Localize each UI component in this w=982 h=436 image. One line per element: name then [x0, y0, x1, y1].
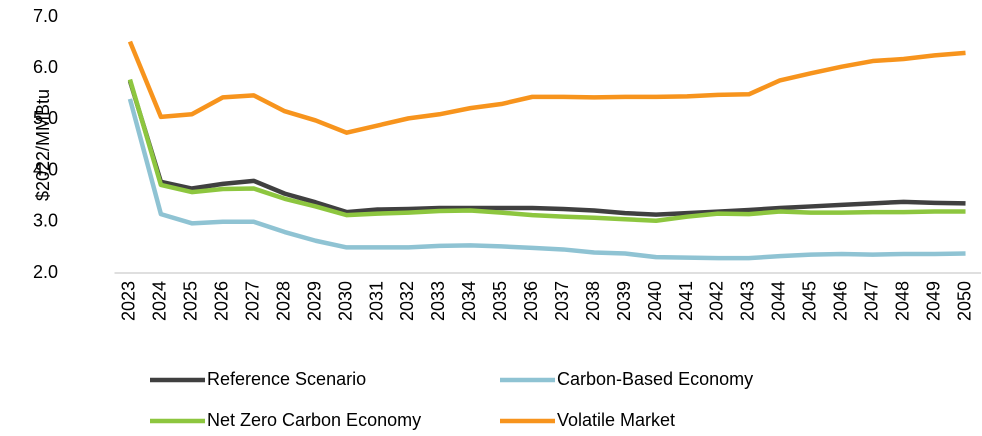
y-axis-label: $2022/MMBtu — [33, 89, 53, 201]
x-tick-label: 2049 — [923, 281, 943, 321]
x-tick-label: 2038 — [583, 281, 603, 321]
x-tick-label: 2028 — [273, 281, 293, 321]
legend-label: Reference Scenario — [207, 369, 366, 389]
x-tick-label: 2047 — [861, 281, 881, 321]
x-tick-label: 2023 — [119, 281, 139, 321]
x-tick-label: 2041 — [676, 281, 696, 321]
x-tick-label: 2050 — [954, 281, 974, 321]
x-tick-label: 2042 — [707, 281, 727, 321]
y-tick-label: 6.0 — [33, 57, 58, 77]
x-tick-label: 2034 — [459, 281, 479, 321]
x-tick-label: 2032 — [397, 281, 417, 321]
x-tick-label: 2031 — [366, 281, 386, 321]
series-line — [127, 80, 966, 217]
x-tick-label: 2025 — [181, 281, 201, 321]
x-tick-label: 2026 — [212, 281, 232, 321]
x-tick-label: 2040 — [645, 281, 665, 321]
x-tick-label: 2045 — [800, 281, 820, 321]
x-tick-label: 2037 — [552, 281, 572, 321]
x-tick-label: 2030 — [335, 281, 355, 321]
y-tick-label: 3.0 — [33, 211, 58, 231]
x-tick-label: 2029 — [304, 281, 324, 321]
x-tick-label: 2035 — [490, 281, 510, 321]
x-tick-label: 2027 — [243, 281, 263, 321]
y-tick-label: 2.0 — [33, 262, 58, 282]
y-tick-label: 5.0 — [33, 108, 58, 128]
x-tick-label: 2039 — [614, 281, 634, 321]
x-tick-label: 2043 — [738, 281, 758, 321]
x-tick-label: 2036 — [521, 281, 541, 321]
y-tick-label: 7.0 — [33, 6, 58, 26]
legend-label: Carbon-Based Economy — [557, 369, 753, 389]
y-tick-label: 4.0 — [33, 159, 58, 179]
x-tick-label: 2024 — [150, 281, 170, 321]
x-tick-label: 2048 — [892, 281, 912, 321]
x-tick-label: 2046 — [830, 281, 850, 321]
x-tick-label: 2033 — [428, 281, 448, 321]
series-line — [127, 78, 966, 224]
legend-label: Volatile Market — [557, 410, 675, 430]
series-line — [127, 40, 966, 135]
legend-label: Net Zero Carbon Economy — [207, 410, 421, 430]
series-line — [127, 98, 966, 261]
x-tick-label: 2044 — [769, 281, 789, 321]
